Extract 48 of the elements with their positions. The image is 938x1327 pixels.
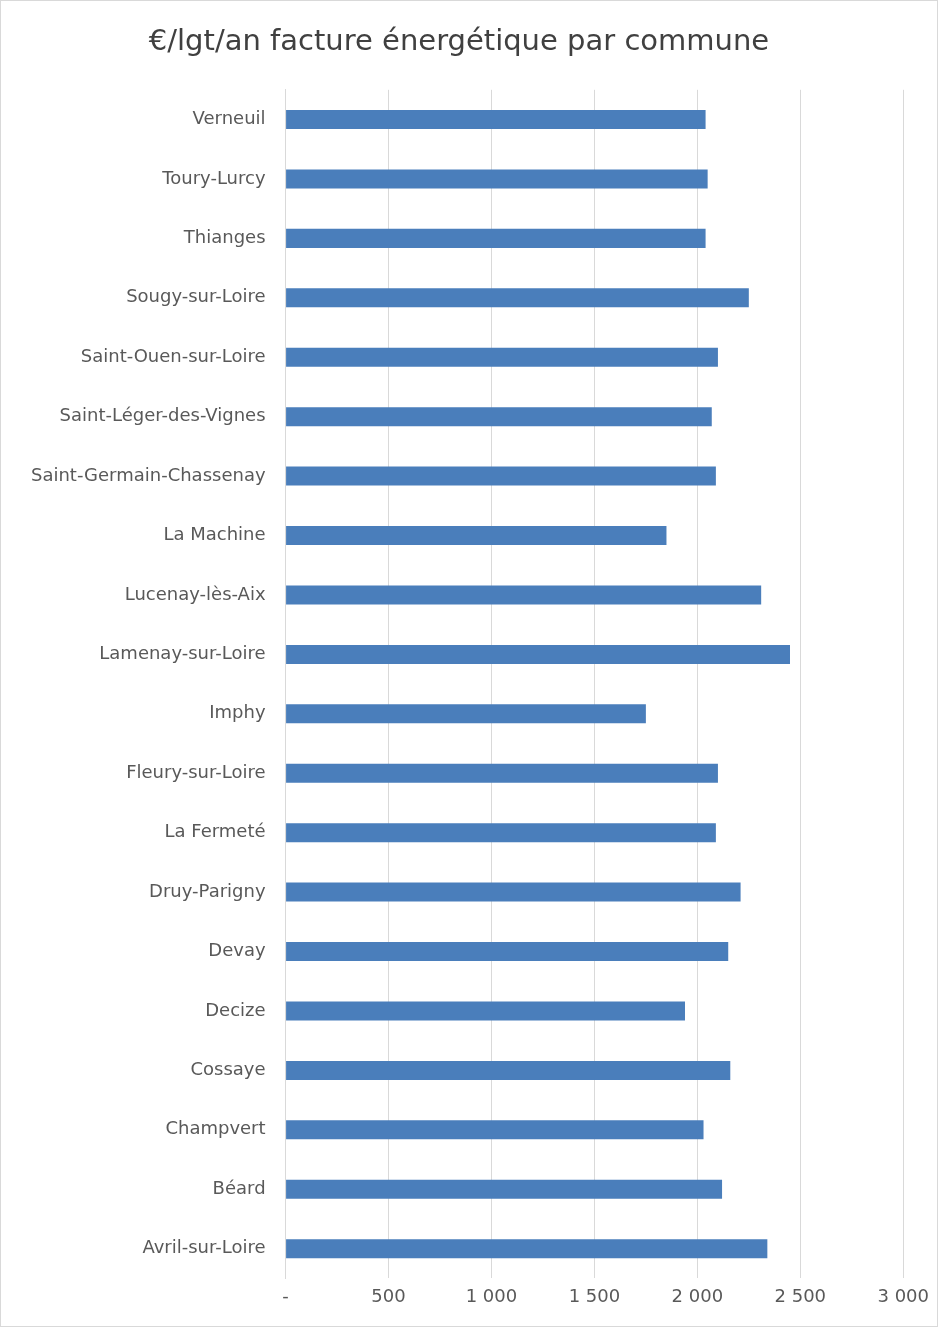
bar xyxy=(286,823,716,843)
bar xyxy=(286,526,667,546)
bar xyxy=(286,1060,731,1080)
bar xyxy=(286,169,708,189)
x-tick-label: 2 500 xyxy=(774,1284,827,1306)
y-tick-label: Avril-sur-Loire xyxy=(142,1236,266,1258)
y-tick-label: Druy-Parigny xyxy=(149,879,266,901)
y-tick-label: Verneuil xyxy=(192,107,266,129)
bar xyxy=(286,942,729,962)
x-tick-label: 1 000 xyxy=(465,1284,518,1306)
bar xyxy=(286,585,762,605)
x-tick-label: 3 000 xyxy=(877,1284,929,1306)
y-tick-label: Béard xyxy=(212,1176,266,1198)
bar xyxy=(286,228,706,248)
y-tick-label: Imphy xyxy=(209,701,266,723)
y-tick-label: Sougy-sur-Loire xyxy=(126,285,266,307)
chart-title: €/lgt/an facture énergétique par commune xyxy=(148,22,770,57)
bar xyxy=(286,407,712,427)
x-tick-label: 500 xyxy=(371,1284,406,1306)
bar xyxy=(286,288,749,308)
y-tick-label: La Machine xyxy=(163,523,266,545)
y-tick-label: Devay xyxy=(208,939,266,961)
bar xyxy=(286,763,718,783)
bar xyxy=(286,110,706,130)
y-tick-label: Saint-Léger-des-Vignes xyxy=(59,404,266,426)
y-tick-label: Fleury-sur-Loire xyxy=(126,760,266,782)
bar xyxy=(286,704,646,724)
x-tick-label: 1 500 xyxy=(568,1284,621,1306)
x-tick-label: - xyxy=(282,1284,289,1306)
bar xyxy=(286,644,790,664)
y-tick-label: Saint-Ouen-sur-Loire xyxy=(80,344,266,366)
y-tick-label: Lucenay-lès-Aix xyxy=(124,582,266,604)
bar xyxy=(286,347,718,367)
bar xyxy=(286,466,716,486)
bar xyxy=(286,882,741,902)
y-tick-label: Champvert xyxy=(165,1117,266,1139)
y-tick-label: Decize xyxy=(205,998,266,1020)
y-tick-label: Lamenay-sur-Loire xyxy=(99,642,266,664)
x-tick-label: 2 000 xyxy=(671,1284,724,1306)
y-tick-label: Thianges xyxy=(182,226,266,248)
bar xyxy=(286,1120,704,1140)
y-tick-label: La Fermeté xyxy=(164,820,266,842)
bar xyxy=(286,1001,685,1021)
y-tick-label: Toury-Lurcy xyxy=(161,166,266,188)
y-tick-label: Saint-Germain-Chassenay xyxy=(30,463,266,485)
bar xyxy=(286,1179,723,1199)
y-tick-label: Cossaye xyxy=(190,1058,266,1080)
bar xyxy=(286,1239,768,1259)
